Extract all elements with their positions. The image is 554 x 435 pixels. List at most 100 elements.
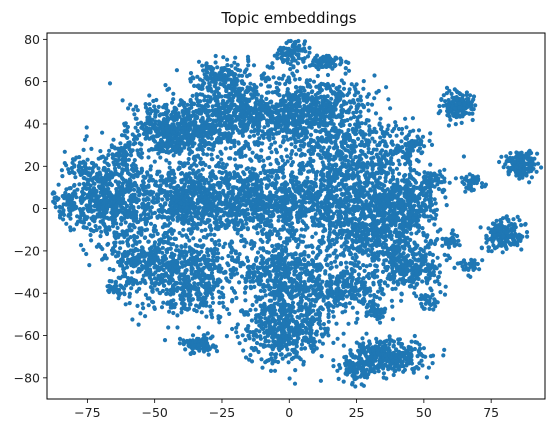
data-point (70, 157, 76, 162)
data-point (356, 102, 361, 107)
data-point (391, 203, 396, 209)
data-point (253, 172, 258, 177)
data-point (182, 196, 187, 201)
data-point (203, 162, 208, 168)
data-point (185, 107, 191, 112)
data-point (97, 178, 102, 183)
data-point (280, 107, 285, 112)
data-point (238, 186, 243, 191)
data-point (251, 225, 257, 230)
data-point (89, 146, 94, 151)
data-point (307, 191, 312, 196)
data-point (322, 139, 327, 144)
data-point (97, 194, 102, 199)
data-point (255, 131, 260, 136)
data-point (129, 167, 135, 172)
data-point (86, 182, 91, 187)
data-point (281, 218, 286, 223)
data-point (366, 108, 371, 113)
data-point (185, 102, 190, 107)
data-point (172, 118, 177, 123)
data-point (358, 94, 363, 99)
data-point (255, 139, 260, 144)
data-point (85, 157, 90, 162)
data-point (107, 81, 113, 86)
data-point (229, 97, 234, 102)
data-point (272, 127, 277, 132)
data-point (104, 256, 109, 261)
data-point (318, 94, 324, 99)
data-point (152, 125, 157, 130)
data-point (228, 191, 233, 196)
data-point (241, 202, 246, 207)
data-point (160, 178, 165, 183)
data-point (178, 141, 183, 146)
data-point (83, 137, 88, 142)
data-point (131, 107, 136, 112)
data-point (87, 222, 92, 227)
data-point (224, 162, 229, 167)
data-point (150, 211, 155, 216)
data-point (217, 121, 222, 126)
data-point (398, 200, 403, 205)
data-point (254, 181, 259, 186)
data-point (307, 148, 312, 153)
data-point (193, 171, 198, 176)
data-point (252, 205, 257, 210)
data-point (276, 214, 281, 219)
data-point (89, 160, 94, 166)
data-point (354, 89, 359, 95)
data-point (265, 64, 270, 69)
data-point (331, 110, 336, 115)
data-point (296, 190, 302, 195)
data-point (200, 167, 205, 172)
data-point (310, 187, 316, 193)
data-point (227, 208, 233, 214)
data-point (250, 150, 255, 155)
data-point (209, 132, 214, 137)
data-point (244, 191, 249, 196)
data-point (128, 102, 133, 107)
data-point (245, 143, 250, 148)
data-point (314, 84, 319, 89)
data-point (345, 92, 350, 98)
data-point (232, 225, 237, 230)
data-point (206, 94, 211, 99)
data-point (138, 217, 144, 222)
data-point (192, 125, 197, 130)
data-point (337, 84, 342, 89)
data-point (274, 116, 279, 121)
data-point (239, 109, 244, 114)
data-point (241, 104, 246, 110)
data-point (84, 216, 89, 222)
data-point (235, 222, 240, 227)
data-point (220, 161, 225, 166)
data-point (345, 144, 350, 149)
data-point (194, 163, 199, 168)
data-point (255, 231, 260, 236)
data-point (261, 158, 266, 163)
data-point (238, 191, 243, 196)
data-point (155, 231, 160, 236)
data-point (144, 219, 149, 224)
data-point (119, 218, 124, 223)
data-point (170, 100, 175, 105)
data-point (68, 228, 73, 233)
data-point (190, 93, 195, 98)
data-point (392, 209, 397, 214)
data-point (267, 155, 272, 160)
data-point (221, 131, 226, 137)
data-point (259, 148, 264, 153)
data-point (88, 205, 93, 210)
data-point (195, 131, 200, 136)
data-point (164, 111, 169, 116)
data-point (231, 125, 236, 130)
data-point (140, 202, 145, 207)
data-point (143, 121, 148, 126)
data-point (175, 128, 180, 133)
data-point (257, 124, 262, 129)
data-point (310, 250, 316, 255)
data-point (226, 185, 231, 191)
data-point (175, 209, 180, 214)
data-point (216, 160, 222, 166)
